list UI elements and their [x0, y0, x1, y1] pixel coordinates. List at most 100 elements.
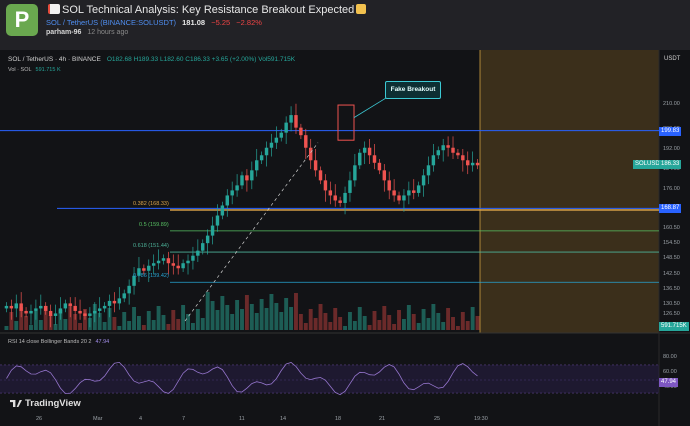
- rsi-axis-label: 60.00: [663, 368, 677, 375]
- candle-body-76: [377, 162, 382, 171]
- volume-bar-37: [186, 314, 190, 330]
- volume-bar-21: [107, 308, 112, 330]
- candle-body-44: [220, 205, 225, 216]
- price-chart[interactable]: [0, 50, 690, 426]
- price-axis-label: 136.50: [663, 285, 680, 292]
- candle-body-20: [102, 305, 107, 309]
- candle-body-66: [328, 190, 333, 196]
- time-axis-label: 26: [36, 416, 43, 422]
- candle-body-3: [19, 303, 23, 311]
- volume-bar-61: [303, 323, 308, 330]
- candle-body-53: [264, 147, 269, 156]
- price-tag-1: SOLUSDT: [633, 160, 666, 170]
- candle-body-41: [205, 235, 210, 244]
- volume-bar-7: [38, 320, 43, 330]
- symbol-link[interactable]: SOL / TetherUS (BINANCE:SOLUSDT): [46, 18, 177, 27]
- candle-body-26: [132, 275, 136, 286]
- candle-body-32: [161, 258, 166, 261]
- candle-body-35: [176, 265, 180, 269]
- candle-body-80: [397, 195, 401, 201]
- volume-bar-73: [362, 316, 367, 330]
- candle-body-69: [343, 192, 347, 203]
- volume-bar-92: [455, 326, 460, 330]
- volume-bar-42: [210, 301, 215, 330]
- candle-body-88: [436, 150, 441, 156]
- volume-bar-63: [313, 318, 318, 330]
- volume-bar-6: [33, 311, 38, 330]
- volume-bar-71: [352, 321, 357, 330]
- volume-bar-1: [9, 312, 14, 330]
- price-tag-3: 168.87: [659, 204, 682, 214]
- candle-body-56: [279, 132, 283, 138]
- volume-bar-23: [117, 326, 122, 330]
- candle-body-81: [402, 195, 406, 201]
- volume-bar-56: [279, 312, 284, 330]
- candle-body-11: [58, 308, 63, 314]
- price-tag-0: 199.83: [659, 126, 682, 136]
- candle-body-63: [313, 160, 318, 171]
- candle-body-8: [43, 305, 48, 311]
- candle-body-82: [407, 190, 411, 196]
- time-axis-label: 11: [239, 416, 245, 422]
- candle-body-71: [353, 165, 357, 181]
- callout-pointer: [353, 97, 387, 118]
- candle-body-10: [53, 313, 58, 316]
- volume-bar-27: [136, 316, 141, 330]
- candle-body-83: [412, 190, 416, 193]
- volume-bar-30: [151, 320, 156, 330]
- volume-bar-3: [19, 307, 24, 330]
- volume-bar-11: [58, 310, 63, 330]
- candle-body-61: [304, 135, 308, 148]
- price-change: −5.25: [211, 18, 231, 27]
- price-axis-label: 192.00: [663, 146, 680, 153]
- volume-bar-74: [367, 325, 372, 330]
- candle-body-96: [475, 162, 480, 166]
- candle-body-95: [470, 162, 475, 166]
- author-name[interactable]: parham-96: [46, 29, 82, 36]
- volume-bar-75: [372, 311, 377, 330]
- candle-body-37: [186, 260, 190, 264]
- chart-panel[interactable]: SOL / TetherUS · 4h · BINANCE O182.68 H18…: [0, 50, 690, 426]
- fake-breakout-callout: Fake Breakout: [385, 81, 441, 99]
- volume-bar-58: [289, 307, 294, 330]
- candle-body-67: [333, 195, 337, 201]
- price-tag-5: 47.94: [659, 377, 679, 387]
- candle-body-48: [240, 175, 244, 186]
- candle-body-7: [39, 305, 43, 309]
- price-axis-label: 160.50: [663, 225, 680, 232]
- author-avatar[interactable]: P: [6, 4, 38, 36]
- candle-body-94: [466, 160, 470, 166]
- candle-body-13: [68, 303, 72, 306]
- volume-bar-19: [97, 313, 102, 330]
- volume-bar-52: [259, 299, 264, 330]
- volume-bar-60: [298, 314, 303, 330]
- candle-body-62: [308, 147, 313, 161]
- volume-bar-89: [441, 322, 446, 330]
- volume-bar-59: [294, 293, 298, 330]
- volume-bar-44: [220, 296, 225, 330]
- candle-body-33: [166, 258, 171, 264]
- time-axis-label: Mar: [93, 416, 103, 422]
- candle-body-9: [48, 310, 53, 316]
- volume-bar-8: [43, 306, 48, 330]
- post-time: 12 hours ago: [87, 29, 129, 36]
- volume-bar-79: [392, 324, 397, 330]
- price-change-pct: −2.82%: [236, 18, 262, 27]
- volume-bar-40: [200, 318, 205, 330]
- volume-bar-95: [470, 307, 475, 330]
- candle-body-73: [362, 147, 367, 153]
- tradingview-icon: [10, 400, 22, 407]
- price-axis-label: 148.50: [663, 255, 680, 262]
- volume-bar-46: [230, 314, 235, 330]
- post-title-text: SOL Technical Analysis: Key Resistance B…: [62, 4, 355, 16]
- candle-body-18: [93, 310, 97, 314]
- volume-bar-93: [460, 312, 465, 330]
- volume-bar-47: [235, 300, 240, 330]
- candle-body-52: [259, 155, 264, 161]
- candle-body-15: [78, 310, 82, 314]
- candle-body-31: [156, 260, 161, 264]
- price-axis-label: 130.50: [663, 300, 680, 307]
- volume-bar-76: [377, 320, 382, 330]
- candle-body-58: [289, 115, 293, 123]
- rsi-legend: RSI 14 close Bollinger Bands 20 2 47.94: [8, 339, 109, 345]
